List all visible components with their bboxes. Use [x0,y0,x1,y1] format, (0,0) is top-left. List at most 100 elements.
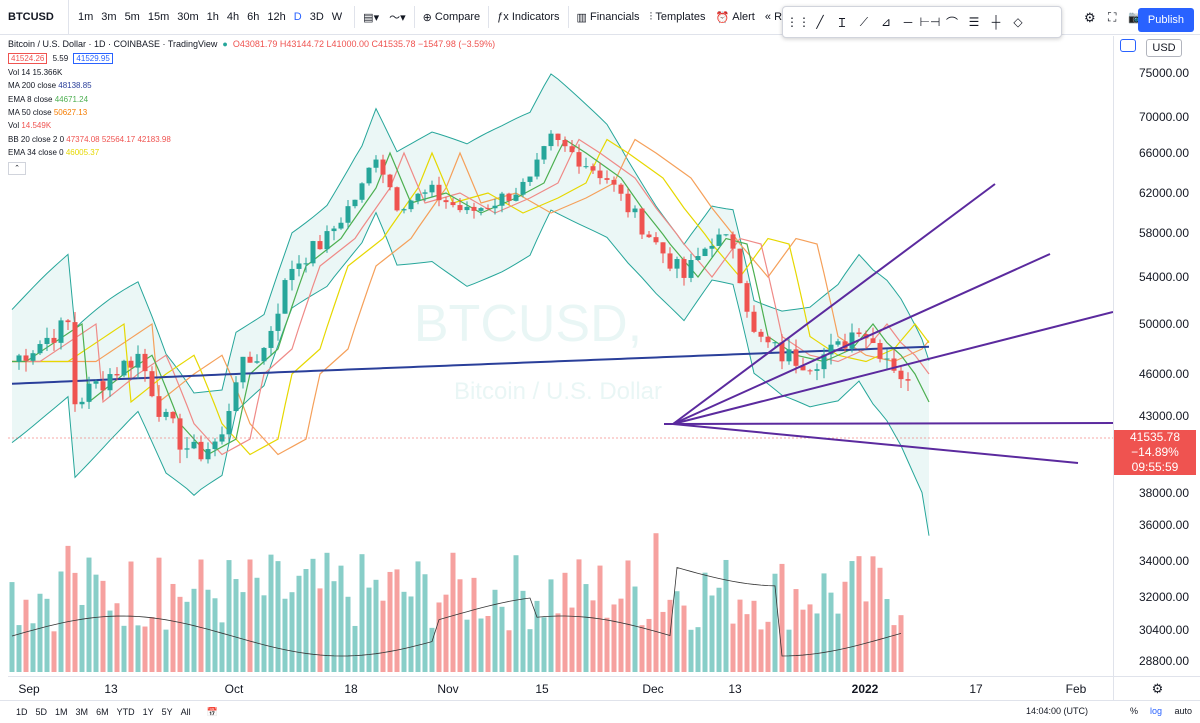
range-3m[interactable]: 3M [75,707,89,717]
indicators-button[interactable]: ƒx Indicators [492,5,564,29]
volume-bar [163,629,169,672]
candle-body [457,205,463,211]
volume-bar [548,579,554,672]
financials-button[interactable]: ▥ Financials [572,5,645,29]
ema8-line [12,138,930,456]
candle-body [65,320,71,323]
time-axis[interactable]: Sep 13 Oct 18 Nov 15 Dec 13 2022 17 Feb [8,676,1113,701]
price-chart[interactable]: BTCUSD, Bitcoin / U.S. Dollar [8,36,1113,676]
indicator-row[interactable]: Vol 14 15.366K [8,66,495,79]
range-1m[interactable]: 1M [55,707,68,717]
templates-label: Templates [655,11,706,23]
log-toggle[interactable]: log [1149,706,1162,716]
chart-pane[interactable]: BTCUSD, Bitcoin / U.S. Dollar [8,36,1113,676]
timeframe-4h[interactable]: 4h [226,11,240,23]
symbol-search[interactable]: BTCUSD [0,0,69,34]
volume-bar [100,580,106,672]
price-scale[interactable]: USD 41535.78 −14.89% 09:55:59 75000.00 70… [1113,36,1200,676]
volume-bar [352,625,358,672]
indicator-row[interactable]: MA 200 close 48138.85 [8,79,495,92]
timeframe-5m[interactable]: 5m [124,11,140,23]
volume-bar [709,595,715,672]
time-label: 13 [728,682,742,696]
volume-bar [373,579,379,672]
candle-body [842,341,848,349]
timeframe-15m[interactable]: 15m [147,11,170,23]
drag-handle-icon[interactable]: ⋮⋮ [786,15,810,29]
range-6m[interactable]: 6M [96,707,109,717]
volume-bar [772,573,778,672]
volume-bar [9,582,15,672]
indicator-row[interactable]: EMA 34 close 0 46005.37 [8,146,495,159]
indicator-row[interactable]: Vol 14.549K [8,119,495,132]
fullscreen-icon[interactable]: ⛶ [1108,10,1117,24]
volume-bar [282,598,288,672]
percent-toggle[interactable]: % [1129,706,1138,716]
measure-icon[interactable]: ⊢⊣ [919,15,941,29]
indicator-row[interactable]: BB 20 close 2 0 47374.08 52564.17 42183.… [8,133,495,146]
timeframe-6h[interactable]: 6h [247,11,260,23]
price-tick: 75000.00 [1138,66,1189,80]
bar-countdown: 09:55:59 [1131,460,1179,474]
text-cursor-icon[interactable]: Ｉ [835,15,848,30]
alert-button[interactable]: ⏰ Alert [710,5,759,29]
collapse-legend-icon[interactable]: ⌃ [8,161,26,175]
bid-price[interactable]: 41524.26 [8,53,48,65]
range-5d[interactable]: 5D [35,707,48,717]
indicator-value: 14.549K [21,121,52,131]
volume-bar [30,623,36,672]
fib-icon[interactable]: ⊿ [880,15,892,29]
volume-bar [499,606,505,672]
bars-style-icon[interactable]: ▤▾ [363,11,380,24]
indicator-label: EMA 34 close 0 [8,148,66,158]
indicator-row[interactable]: MA 50 close 50627.13 [8,106,495,119]
range-ytd[interactable]: YTD [116,707,135,717]
candle-body [877,343,883,359]
volume-bar [807,604,813,672]
volume-bar [520,590,526,672]
trend-line-icon[interactable]: ╱ [816,15,824,29]
curve-icon[interactable]: ⌒ [945,15,958,30]
volume-bar [604,617,610,672]
ray-icon[interactable]: ⟋ [859,14,869,29]
change-percent: −14.89% [1131,445,1179,459]
timeframe-3m[interactable]: 3m [101,11,117,23]
candle-body [807,370,813,372]
range-1d[interactable]: 1D [16,707,28,717]
crosshair-icon[interactable]: ┼ [991,15,1001,29]
candle-body [653,237,659,243]
scale-toggle-icon[interactable] [1120,39,1136,52]
axis-settings-icon[interactable]: ⚙ [1113,676,1200,701]
volume-bar [443,594,449,672]
candle-body [674,259,680,269]
indicator-row[interactable]: EMA 8 close 44671.24 [8,93,495,106]
calendar-icon[interactable]: 📅 [206,706,218,717]
volume-bar [611,604,617,672]
timeframe-1h[interactable]: 1h [206,11,219,23]
pitchfork-icon[interactable]: ☰ [968,15,980,29]
line-style-icon[interactable]: 〜▾ [389,12,406,24]
publish-button[interactable]: Publish [1137,8,1194,32]
range-all[interactable]: All [180,707,191,717]
timeframe-1m[interactable]: 1m [78,11,94,23]
timeframe-d[interactable]: D [293,11,302,23]
auto-toggle[interactable]: auto [1174,706,1192,716]
timeframe-12h[interactable]: 12h [267,11,286,23]
time-label: 18 [344,682,358,696]
settings-icon[interactable]: ⚙ [1084,10,1096,25]
candle-body [793,349,799,366]
shape-icon[interactable]: ◇ [1013,15,1023,29]
timeframe-w[interactable]: W [331,11,343,23]
templates-button[interactable]: ⫶ Templates [645,5,711,29]
candle-body [226,411,232,435]
range-5y[interactable]: 5Y [161,707,173,717]
range-1y[interactable]: 1Y [142,707,154,717]
timeframe-3d[interactable]: 3D [309,11,324,23]
compare-button[interactable]: ⊕ Compare [418,5,486,29]
time-label: Dec [642,682,664,696]
horizontal-line-icon[interactable]: ─ [903,15,913,29]
currency-selector[interactable]: USD [1146,39,1182,57]
utc-clock[interactable]: 14:04:00 (UTC) [1025,706,1088,716]
timeframe-30m[interactable]: 30m [177,11,199,23]
ask-price[interactable]: 41529.95 [73,53,113,65]
